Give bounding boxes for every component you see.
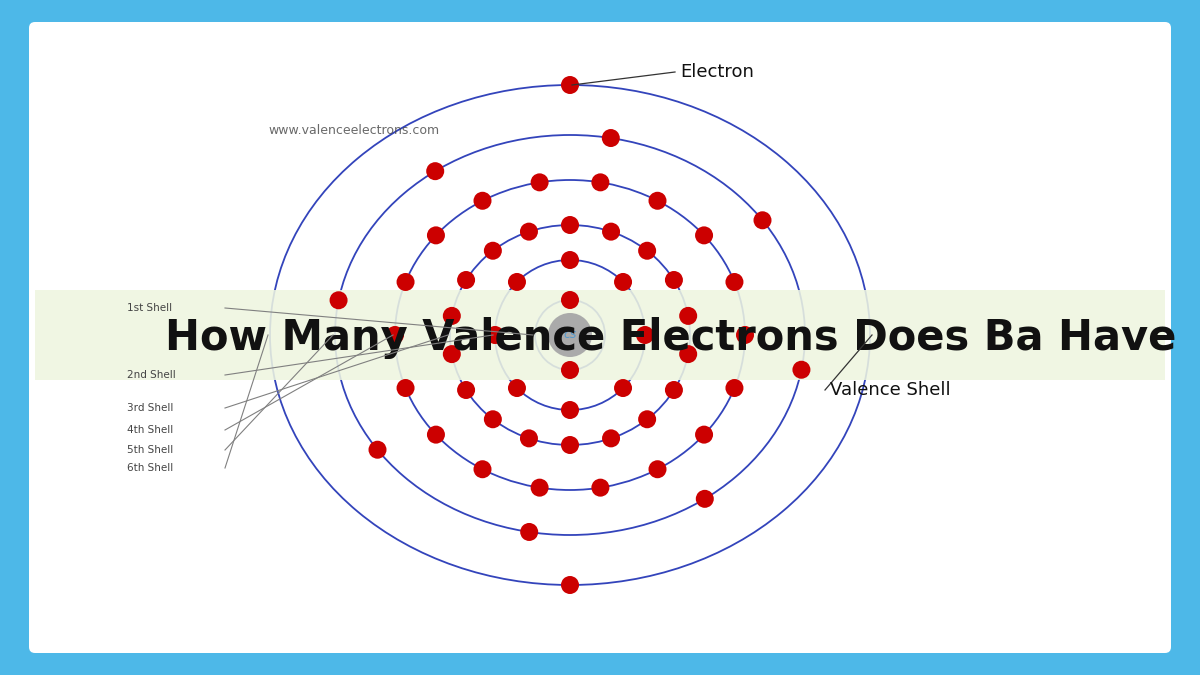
Circle shape [648, 460, 666, 478]
Circle shape [396, 379, 414, 397]
Text: 5th Shell: 5th Shell [127, 445, 173, 455]
Circle shape [679, 307, 697, 325]
Circle shape [679, 345, 697, 363]
Circle shape [457, 271, 475, 289]
Circle shape [696, 490, 714, 508]
Circle shape [548, 313, 592, 357]
Circle shape [330, 292, 348, 309]
Circle shape [427, 426, 445, 443]
Circle shape [695, 426, 713, 443]
Circle shape [695, 226, 713, 244]
Text: 1st Shell: 1st Shell [127, 303, 172, 313]
Bar [35, 290, 1165, 380]
Circle shape [648, 192, 666, 210]
Circle shape [726, 273, 744, 291]
Circle shape [443, 307, 461, 325]
Text: 3rd Shell: 3rd Shell [127, 403, 173, 413]
Circle shape [520, 223, 538, 240]
Circle shape [474, 460, 492, 478]
Circle shape [754, 211, 772, 230]
Circle shape [562, 361, 580, 379]
Circle shape [457, 381, 475, 399]
Circle shape [636, 326, 654, 344]
Circle shape [474, 192, 492, 210]
Text: 4th Shell: 4th Shell [127, 425, 173, 435]
Circle shape [638, 242, 656, 260]
Circle shape [368, 441, 386, 459]
Circle shape [562, 436, 580, 454]
Circle shape [736, 326, 754, 344]
Circle shape [602, 429, 620, 448]
Circle shape [386, 326, 404, 344]
Circle shape [530, 479, 548, 497]
Circle shape [562, 76, 580, 94]
Circle shape [508, 379, 526, 397]
Text: cs: cs [563, 329, 577, 342]
Circle shape [592, 479, 610, 497]
Circle shape [426, 162, 444, 180]
Circle shape [508, 273, 526, 291]
Circle shape [427, 226, 445, 244]
Circle shape [396, 273, 414, 291]
Text: 6th Shell: 6th Shell [127, 463, 173, 473]
Circle shape [562, 291, 580, 309]
Circle shape [614, 379, 632, 397]
Circle shape [638, 410, 656, 428]
Circle shape [726, 379, 744, 397]
Circle shape [592, 173, 610, 191]
Text: www.valenceelectrons.com: www.valenceelectrons.com [268, 124, 439, 136]
Text: 2nd Shell: 2nd Shell [127, 370, 175, 380]
Circle shape [484, 410, 502, 428]
Circle shape [665, 271, 683, 289]
Circle shape [486, 326, 504, 344]
Circle shape [792, 360, 810, 379]
Circle shape [562, 401, 580, 419]
Circle shape [530, 173, 548, 191]
Circle shape [484, 242, 502, 260]
Text: Valence Shell: Valence Shell [830, 381, 950, 399]
Circle shape [520, 429, 538, 448]
Text: Electron: Electron [680, 63, 754, 81]
Circle shape [443, 345, 461, 363]
Circle shape [602, 129, 620, 147]
Circle shape [520, 523, 538, 541]
Circle shape [614, 273, 632, 291]
FancyBboxPatch shape [29, 22, 1171, 653]
Circle shape [665, 381, 683, 399]
Circle shape [562, 251, 580, 269]
Circle shape [562, 216, 580, 234]
Circle shape [602, 223, 620, 240]
Text: How Many Valence Electrons Does Ba Have: How Many Valence Electrons Does Ba Have [166, 317, 1176, 359]
Circle shape [562, 576, 580, 594]
